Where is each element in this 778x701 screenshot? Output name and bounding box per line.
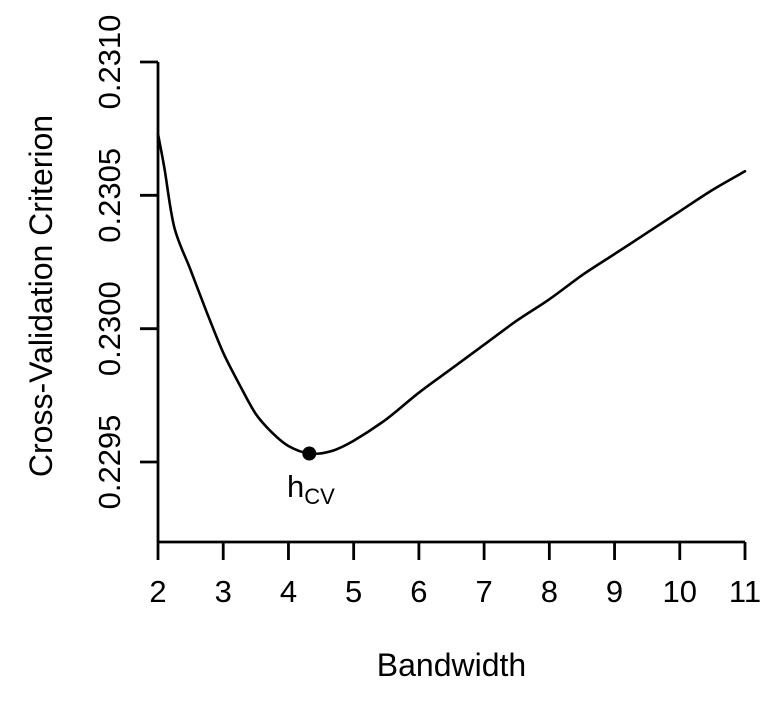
y-tick-label: 0.2310 — [92, 15, 127, 110]
x-tick-label: 5 — [345, 574, 362, 609]
min-point-marker — [302, 446, 317, 461]
y-tick-labels: 0.2295 0.2300 0.2305 0.2310 — [92, 15, 127, 510]
y-axis: 0.2295 0.2300 0.2305 0.2310 — [92, 15, 160, 542]
x-tick-marks — [156, 542, 747, 560]
y-tick-label: 0.2295 — [92, 415, 127, 510]
x-tick-labels: 2 3 4 5 6 7 8 9 10 11 — [149, 574, 761, 609]
x-tick-label: 4 — [280, 574, 297, 609]
y-tick-label: 0.2300 — [92, 281, 127, 376]
x-axis: 2 3 4 5 6 7 8 9 10 11 — [149, 540, 761, 609]
y-tick-marks — [140, 60, 158, 464]
x-tick-label: 11 — [729, 574, 761, 609]
x-tick-label: 2 — [149, 574, 166, 609]
x-axis-title: Bandwidth — [377, 647, 526, 683]
x-tick-label: 6 — [410, 574, 427, 609]
min-point-label: hCV — [287, 469, 335, 509]
x-tick-label: 10 — [663, 574, 697, 609]
x-tick-label: 7 — [475, 574, 492, 609]
x-tick-label: 8 — [541, 574, 558, 609]
min-point-label-sub: CV — [304, 484, 335, 509]
x-tick-label: 9 — [606, 574, 623, 609]
x-tick-label: 3 — [215, 574, 232, 609]
y-axis-title: Cross-Validation Criterion — [23, 115, 59, 477]
y-tick-label: 0.2305 — [92, 148, 127, 243]
cv-curve — [156, 132, 747, 456]
min-point-label-main: h — [287, 469, 304, 504]
